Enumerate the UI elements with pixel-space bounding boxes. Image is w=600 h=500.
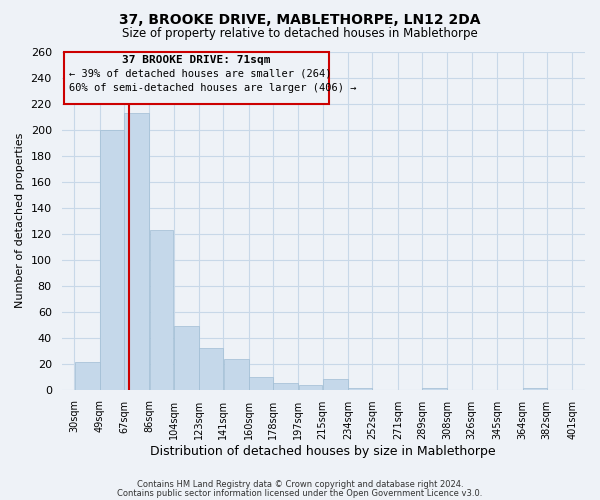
Bar xyxy=(523,388,547,390)
Text: ← 39% of detached houses are smaller (264): ← 39% of detached houses are smaller (26… xyxy=(70,68,332,78)
Bar xyxy=(323,380,348,390)
Bar xyxy=(149,230,173,390)
Bar xyxy=(349,388,372,390)
Bar xyxy=(74,362,100,390)
Text: Contains HM Land Registry data © Crown copyright and database right 2024.: Contains HM Land Registry data © Crown c… xyxy=(137,480,463,489)
FancyBboxPatch shape xyxy=(64,52,329,104)
Y-axis label: Number of detached properties: Number of detached properties xyxy=(15,133,25,308)
Bar xyxy=(299,384,322,390)
Text: 37, BROOKE DRIVE, MABLETHORPE, LN12 2DA: 37, BROOKE DRIVE, MABLETHORPE, LN12 2DA xyxy=(119,12,481,26)
Bar xyxy=(249,376,272,390)
Bar xyxy=(224,358,248,390)
Bar xyxy=(199,348,223,390)
Bar xyxy=(174,326,199,390)
Bar xyxy=(100,130,124,390)
Text: 37 BROOKE DRIVE: 71sqm: 37 BROOKE DRIVE: 71sqm xyxy=(122,56,271,66)
Bar xyxy=(273,383,298,390)
Text: Contains public sector information licensed under the Open Government Licence v3: Contains public sector information licen… xyxy=(118,488,482,498)
Text: 60% of semi-detached houses are larger (406) →: 60% of semi-detached houses are larger (… xyxy=(70,82,357,92)
Bar xyxy=(422,388,447,390)
X-axis label: Distribution of detached houses by size in Mablethorpe: Distribution of detached houses by size … xyxy=(151,444,496,458)
Text: Size of property relative to detached houses in Mablethorpe: Size of property relative to detached ho… xyxy=(122,28,478,40)
Bar xyxy=(124,112,149,390)
